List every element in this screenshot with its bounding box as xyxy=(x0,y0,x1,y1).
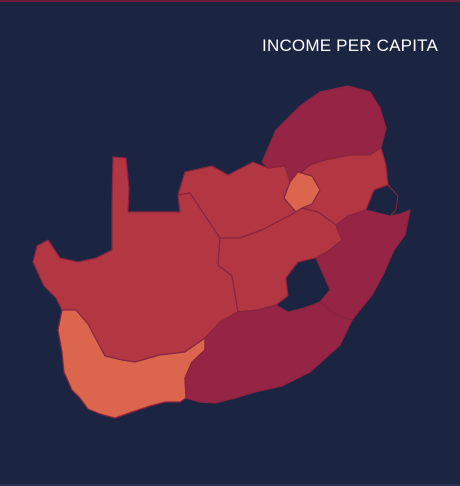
top-accent-line xyxy=(0,0,460,2)
bottom-accent-line xyxy=(0,484,460,486)
lesotho-enclave xyxy=(275,257,331,313)
eswatini-enclave xyxy=(365,184,399,217)
map-title: INCOME PER CAPITA xyxy=(262,36,438,55)
region-western-cape[interactable] xyxy=(57,309,206,419)
